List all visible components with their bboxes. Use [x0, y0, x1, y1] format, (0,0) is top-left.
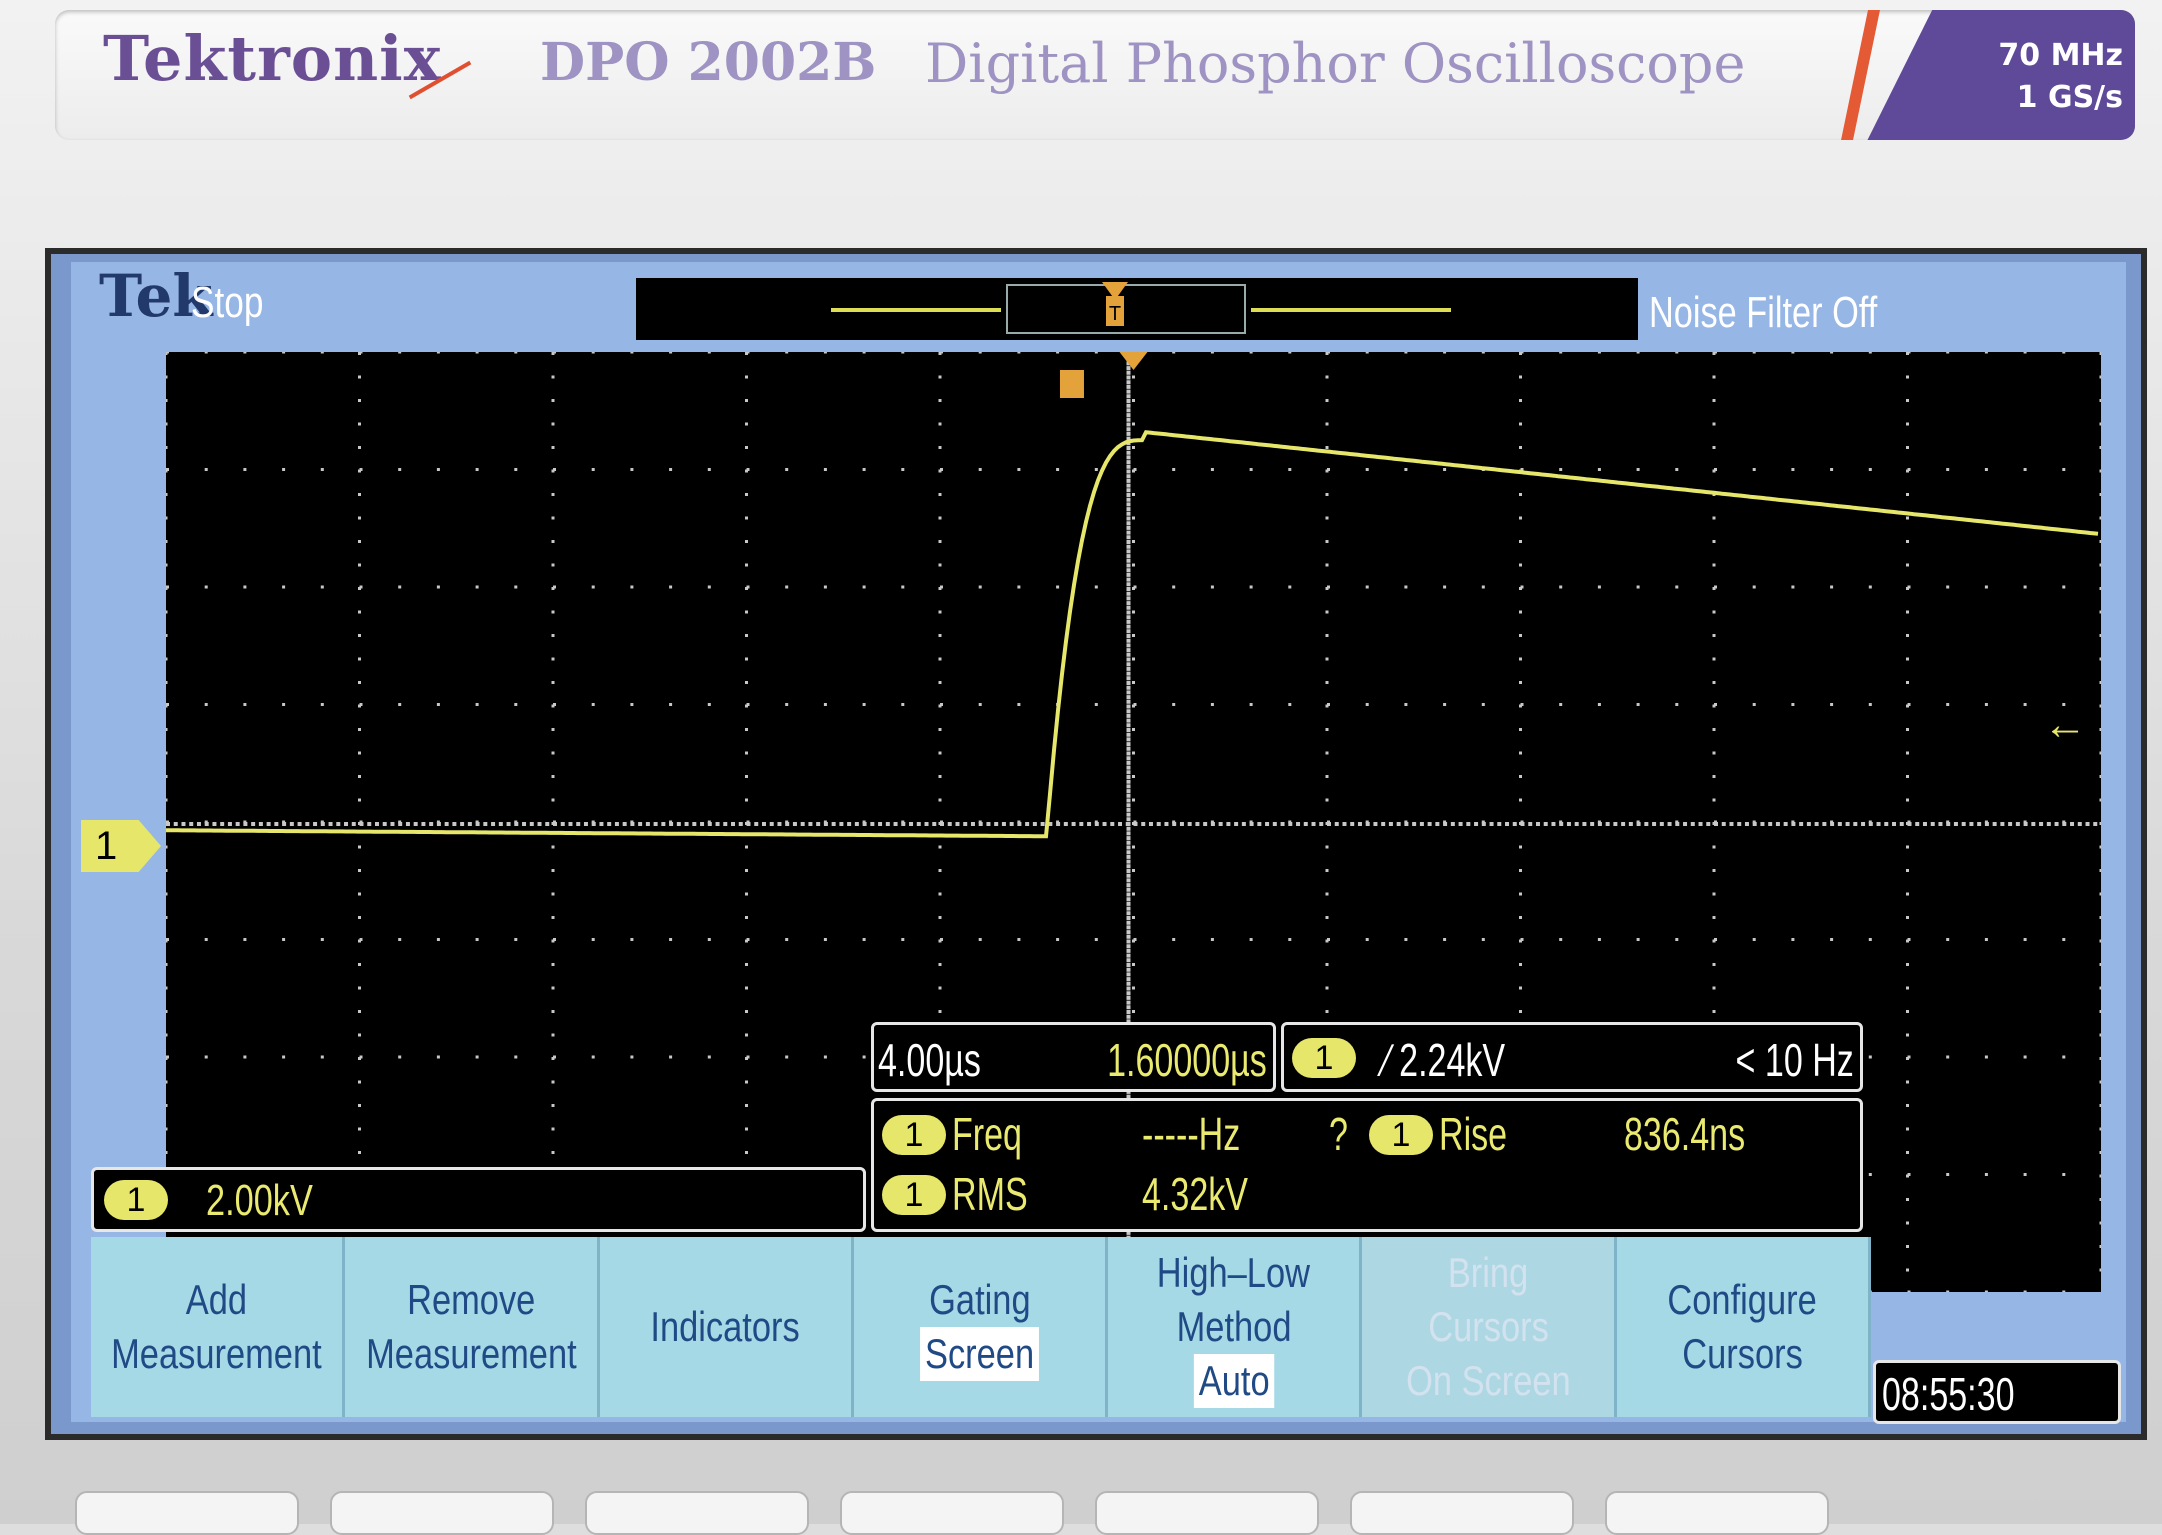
spec-badge: 70 MHz 1 GS/s: [1865, 10, 2135, 140]
softkey-label: Bring: [1447, 1249, 1529, 1296]
clock-time: 08:55:30: [1882, 1368, 2015, 1420]
record-trace-left: [831, 308, 1001, 312]
record-view-bar: T: [636, 278, 1638, 340]
softkey-remove-measurement[interactable]: Remove Measurement: [345, 1237, 600, 1417]
record-trigger-marker: T: [1102, 282, 1128, 326]
model-description: Digital Phosphor Oscilloscope: [925, 32, 1746, 95]
measurement-value-rise: 836.4ns: [1624, 1108, 1746, 1160]
bezel-button-4[interactable]: [840, 1491, 1064, 1535]
softkey-label: Measurement: [365, 1330, 577, 1377]
sample-rate-label: 1 GS/s: [2016, 80, 2123, 115]
tektronix-logo: Tektronix: [103, 22, 442, 95]
trigger-frequency: < 10 Hz: [1735, 1034, 1854, 1086]
softkey-add-measurement[interactable]: Add Measurement: [91, 1237, 346, 1417]
brand-bar: Tektronix DPO 2002B Digital Phosphor Osc…: [55, 10, 2135, 140]
softkey-label: High–Low: [1157, 1249, 1311, 1296]
trigger-level-arrow-icon: ←: [2043, 700, 2087, 749]
measurement-channel-badge: 1: [882, 1115, 946, 1155]
measurements-panel: 1 Freq -----Hz ? 1 Rise 836.4ns 1 RMS 4.…: [871, 1098, 1863, 1232]
model-name: DPO 2002B: [540, 32, 877, 93]
bezel-buttons: [0, 1485, 2162, 1535]
measurement-row: 1 Freq -----Hz ? 1 Rise 836.4ns: [874, 1105, 1860, 1165]
timebase-readout[interactable]: 4.00µs 1.60000µs: [871, 1022, 1276, 1092]
softkey-label: Measurement: [111, 1330, 322, 1377]
graticule-grid: [166, 352, 2101, 1292]
softkey-label: Remove: [406, 1276, 536, 1323]
measurement-channel-badge: 1: [1369, 1115, 1433, 1155]
measurement-row: 1 RMS 4.32kV: [874, 1165, 1860, 1225]
bezel-button-3[interactable]: [585, 1491, 809, 1535]
softkey-label: Configure: [1667, 1276, 1818, 1323]
expansion-point-marker: [1119, 352, 1148, 370]
measurement-label-rise: Rise: [1439, 1108, 1508, 1160]
horizontal-position: 1.60000µs: [1107, 1034, 1267, 1086]
measurement-warning-flag: ?: [1329, 1108, 1348, 1160]
softkey-label: Method: [1176, 1303, 1292, 1350]
channel-1-ground-marker[interactable]: 1: [81, 820, 161, 872]
channel-badge: 1: [104, 1180, 168, 1220]
measurement-value-freq: -----Hz: [1142, 1108, 1241, 1160]
display-screen: Tek Stop T Noise Filter Off 1 ← 1 2: [45, 248, 2147, 1440]
softkey-gating[interactable]: Gating Screen: [853, 1237, 1109, 1417]
softkey-label: Indicators: [650, 1303, 800, 1350]
measurement-value-rms: 4.32kV: [1142, 1168, 1248, 1220]
horizontal-scale: 4.00µs: [878, 1034, 981, 1086]
measurement-label-rms: RMS: [952, 1168, 1028, 1220]
softkey-configure-cursors[interactable]: Configure Cursors: [1616, 1237, 1871, 1417]
measurement-channel-badge: 1: [882, 1175, 946, 1215]
channel-1-waveform: [166, 430, 2099, 839]
softkey-label: On Screen: [1405, 1357, 1571, 1404]
softkey-value: Screen: [919, 1327, 1039, 1381]
record-view-window: [1006, 284, 1246, 334]
bezel-button-2[interactable]: [330, 1491, 554, 1535]
bezel-button-6[interactable]: [1350, 1491, 1574, 1535]
tek-screen-logo: Tek: [99, 262, 213, 330]
acquisition-status: Stop: [191, 278, 264, 327]
bandwidth-label: 70 MHz: [1998, 38, 2123, 73]
spec-stripe: [1840, 10, 1880, 140]
bezel-button-5[interactable]: [1095, 1491, 1319, 1535]
softkey-label: Cursors: [1682, 1330, 1803, 1377]
softkey-value: Auto: [1193, 1354, 1275, 1408]
clock-readout: 08:55:30: [1873, 1360, 2121, 1424]
measurement-label-freq: Freq: [952, 1108, 1022, 1160]
bezel-button-7[interactable]: [1605, 1491, 1829, 1535]
softkey-indicators[interactable]: Indicators: [599, 1237, 854, 1417]
record-trace-right: [1251, 308, 1451, 312]
softkey-label: Gating: [928, 1276, 1031, 1323]
svg-text:T: T: [1109, 303, 1121, 325]
channel-scale-readout[interactable]: 1 2.00kV: [91, 1167, 866, 1232]
bezel-button-1[interactable]: [75, 1491, 299, 1535]
trigger-level: ∕ 2.24kV: [1384, 1034, 1506, 1086]
display-frame: Tek Stop T Noise Filter Off 1 ← 1 2: [71, 262, 2126, 1424]
softkey-menu: Add Measurement Remove Measurement Indicator…: [91, 1237, 1871, 1417]
noise-filter-status: Noise Filter Off: [1649, 288, 1878, 337]
softkey-bring-cursors-on-screen[interactable]: Bring Cursors On Screen: [1362, 1237, 1617, 1417]
vertical-scale: 2.00kV: [206, 1176, 313, 1225]
trigger-position-marker: [1059, 370, 1084, 398]
waveform-graticule[interactable]: [166, 352, 2101, 1292]
trigger-readout[interactable]: 1 ∕ 2.24kV < 10 Hz: [1281, 1022, 1863, 1092]
trigger-channel-badge: 1: [1292, 1038, 1356, 1078]
softkey-high-low-method[interactable]: High–Low Method Auto: [1108, 1237, 1363, 1417]
softkey-label: Add: [185, 1276, 248, 1323]
softkey-label: Cursors: [1427, 1303, 1549, 1350]
